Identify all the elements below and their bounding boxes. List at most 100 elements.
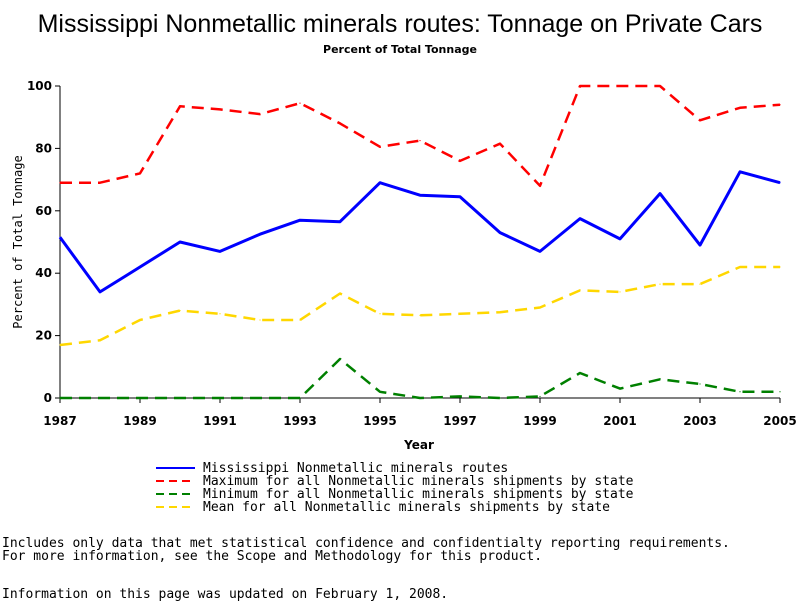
series-3-point — [659, 283, 661, 285]
series-2-point — [619, 388, 621, 390]
series-0-point — [539, 250, 541, 252]
series-2-point — [339, 358, 341, 360]
y-tick-label: 60 — [35, 204, 52, 218]
series-3-point — [739, 266, 741, 268]
legend-label-0: Mississippi Nonmetallic minerals routes — [203, 461, 508, 476]
series-0-point — [699, 244, 701, 246]
x-tick-label: 1987 — [43, 414, 76, 428]
series-2-point — [699, 383, 701, 385]
y-tick-label: 0 — [44, 391, 52, 405]
y-axis-label: Percent of Total Tonnage — [11, 155, 25, 328]
series-0-point — [179, 241, 181, 243]
y-tick-label: 80 — [35, 141, 52, 155]
series-1-point — [179, 105, 181, 107]
y-ticks: 0 20 40 60 80 100 — [27, 79, 60, 405]
series-0-point — [339, 221, 341, 223]
series-1-point — [499, 143, 501, 145]
series-0-point — [459, 196, 461, 198]
series-0-point — [299, 219, 301, 221]
series-lines — [58, 84, 781, 400]
series-2-point — [59, 397, 61, 399]
series-2-point — [659, 378, 661, 380]
series-1-point — [219, 108, 221, 110]
series-1-point — [379, 146, 381, 148]
x-axis-label: Year — [403, 438, 434, 452]
series-3-point — [259, 319, 261, 321]
series-0-point — [419, 194, 421, 196]
series-line-1 — [60, 84, 781, 188]
series-2-point — [259, 397, 261, 399]
y-tick-label: 20 — [35, 329, 52, 343]
x-tick-label: 1997 — [443, 414, 476, 428]
series-3-point — [579, 289, 581, 291]
note-confidentiality: Includes only data that met statistical … — [2, 536, 730, 551]
series-0-point — [619, 238, 621, 240]
series-0-point — [59, 236, 61, 238]
series-2-point — [499, 397, 501, 399]
series-2-point — [779, 391, 781, 393]
series-3-point — [699, 283, 701, 285]
note-updated: Information on this page was updated on … — [2, 587, 449, 602]
series-0-point — [499, 232, 501, 234]
series-line-3 — [59, 265, 780, 347]
x-tick-label: 1999 — [523, 414, 556, 428]
legend-label-1: Maximum for all Nonmetallic minerals shi… — [203, 474, 634, 489]
series-0-point — [579, 218, 581, 220]
x-tick-label: 1991 — [203, 414, 236, 428]
y-tick-label: 100 — [27, 79, 52, 93]
series-0-point — [219, 250, 221, 252]
plot-area — [59, 86, 780, 399]
series-2-point — [299, 397, 301, 399]
series-1-point — [59, 182, 61, 184]
series-1-point — [539, 185, 541, 187]
chart-title: Mississippi Nonmetallic minerals routes:… — [38, 10, 763, 38]
chart-subtitle: Percent of Total Tonnage — [323, 43, 477, 56]
series-0-point — [99, 291, 101, 293]
series-1-point — [659, 85, 661, 87]
series-1-point — [259, 113, 261, 115]
legend-label-3: Mean for all Nonmetallic minerals shipme… — [203, 500, 610, 515]
series-1-point — [299, 102, 301, 104]
series-2-point — [739, 391, 741, 393]
legend: Mississippi Nonmetallic minerals routesM… — [156, 461, 634, 515]
series-2-point — [539, 395, 541, 398]
x-tick-label: 2001 — [603, 414, 636, 428]
series-1-point — [139, 172, 141, 174]
series-0-point — [659, 193, 661, 195]
series-2-point — [179, 397, 181, 399]
series-1-point — [459, 160, 461, 162]
x-tick-label: 1995 — [363, 414, 396, 428]
series-1-point — [339, 122, 341, 125]
series-2-point — [99, 397, 101, 399]
series-3-point — [299, 319, 301, 321]
series-3-point — [619, 291, 621, 293]
series-line-0 — [58, 170, 781, 294]
series-3-point — [179, 310, 181, 312]
x-tick-label: 2005 — [763, 414, 796, 428]
series-1-point — [419, 140, 421, 142]
series-1-point — [739, 107, 741, 109]
series-3-point — [539, 306, 541, 309]
x-ticks: 1987 1989 1991 1993 1995 1997 1999 2001 2003 2005 — [43, 398, 797, 428]
note-methodology: For more information, see the Scope and … — [2, 549, 543, 564]
x-tick-label: 2003 — [683, 414, 716, 428]
series-3-point — [779, 266, 781, 268]
series-1-point — [619, 85, 621, 87]
series-line-2 — [60, 357, 780, 400]
series-1-point — [99, 182, 101, 184]
series-3-point — [339, 292, 341, 295]
x-tick-label: 1989 — [123, 414, 156, 428]
series-2-point — [139, 397, 141, 399]
legend-label-2: Minimum for all Nonmetallic minerals shi… — [203, 487, 634, 502]
series-3-point — [459, 313, 461, 315]
series-2-point — [459, 395, 461, 398]
series-0-point — [259, 233, 261, 235]
series-2-point — [579, 372, 581, 374]
series-2-point — [379, 391, 381, 393]
series-0-point — [379, 182, 381, 184]
series-3-point — [219, 313, 221, 315]
x-tick-label: 1993 — [283, 414, 316, 428]
series-3-point — [139, 319, 141, 321]
series-0-point — [139, 266, 141, 268]
